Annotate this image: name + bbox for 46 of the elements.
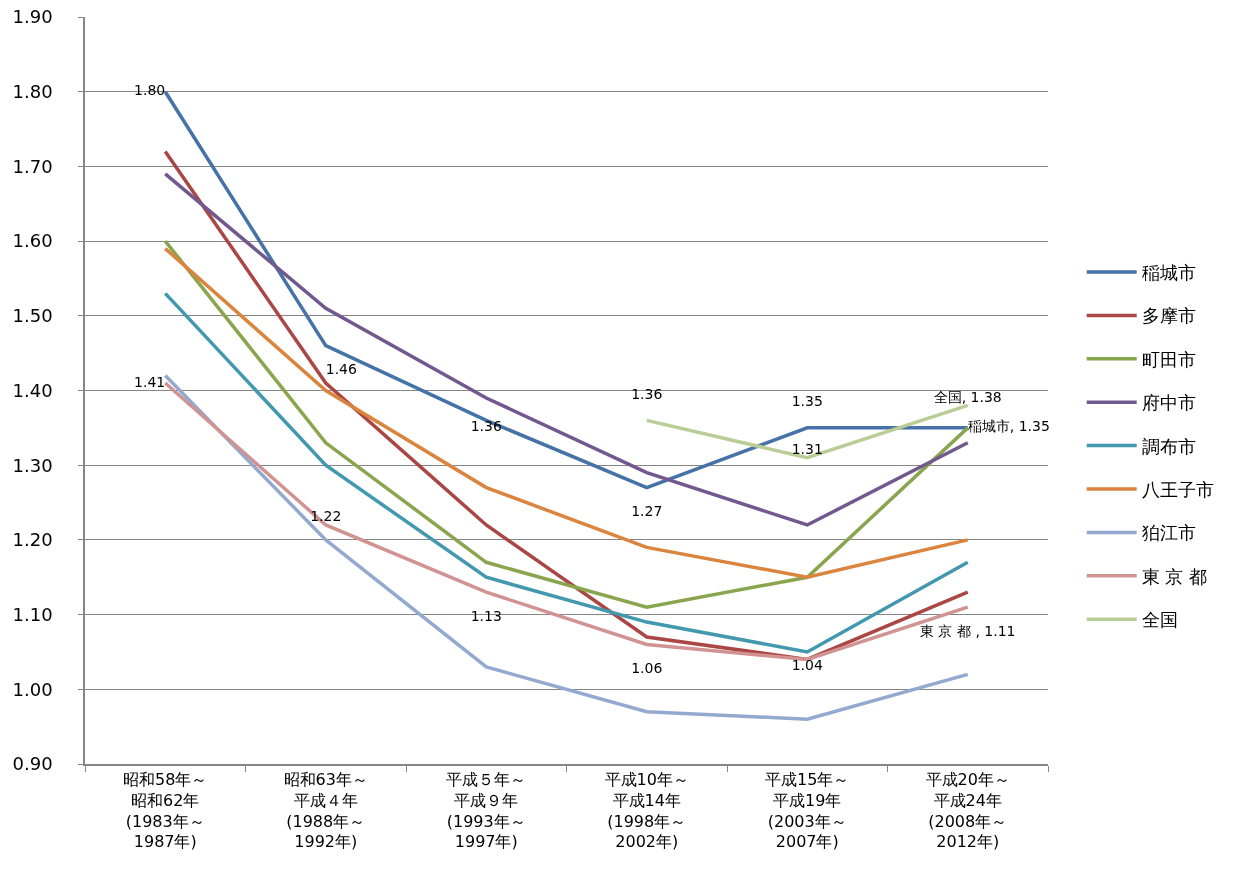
y-tick-label: 1.50 — [12, 305, 53, 327]
data-label: 1.04 — [791, 656, 823, 673]
y-tick-label: 1.30 — [12, 454, 53, 476]
data-label: 1.13 — [470, 607, 502, 624]
line-series — [163, 373, 970, 721]
legend-label: 全国 — [1141, 609, 1178, 631]
legend-label: 狛江市 — [1141, 522, 1196, 544]
x-tick-label: 昭和63年～平成４年(1988年～1992年) — [283, 769, 368, 852]
y-tick-label: 1.20 — [12, 529, 53, 551]
data-label: 1.41 — [134, 373, 166, 390]
data-label: 1.35 — [791, 393, 823, 410]
line-series — [163, 291, 970, 654]
line-series — [163, 172, 970, 527]
x-tick-label: 昭和58年～昭和62年(1983年～1987年) — [123, 769, 208, 852]
x-tick-label: 平成20年～平成24年(2008年～2012年) — [925, 769, 1010, 852]
data-label: 1.27 — [631, 503, 663, 520]
legend-label: 町田市 — [1141, 348, 1196, 370]
line-series — [163, 89, 970, 490]
y-tick-label: 0.90 — [12, 753, 53, 775]
data-label: 1.36 — [470, 417, 502, 434]
y-tick-label: 1.90 — [12, 6, 53, 28]
y-tick-label: 1.10 — [12, 603, 53, 625]
y-tick-label: 1.40 — [12, 379, 53, 401]
x-tick-label: 平成10年～平成14年(1998年～2002年) — [604, 769, 689, 852]
legend-label: 八王子市 — [1141, 479, 1214, 500]
line-series — [163, 381, 970, 662]
y-tick-label: 1.80 — [12, 81, 53, 102]
legend-label: 府中市 — [1141, 392, 1196, 414]
data-label: 1.31 — [791, 441, 823, 458]
y-tick-label: 1.00 — [12, 678, 53, 700]
legend-label: 多摩市 — [1141, 305, 1196, 327]
data-label: 全国, 1.38 — [933, 388, 1002, 405]
y-tick-label: 1.60 — [12, 230, 53, 252]
x-tick-label: 平成15年～平成19年(2003年～2007年) — [765, 769, 850, 852]
legend-label: 東 京 都 — [1141, 565, 1208, 587]
data-label: 1.22 — [310, 508, 342, 525]
y-tick-label: 1.70 — [12, 155, 53, 177]
x-tick-label: 平成５年～平成９年(1993年～1997年) — [446, 769, 527, 852]
legend-label: 稲城市 — [1141, 262, 1196, 283]
data-label: 稲城市, 1.35 — [967, 418, 1050, 435]
legend-label: 調布市 — [1141, 435, 1196, 457]
data-label: 1.80 — [134, 82, 166, 99]
data-label: 東 京 都 , 1.11 — [920, 622, 1016, 639]
data-label: 1.36 — [631, 385, 663, 402]
data-label: 1.06 — [631, 660, 663, 677]
data-label: 1.46 — [325, 361, 358, 378]
